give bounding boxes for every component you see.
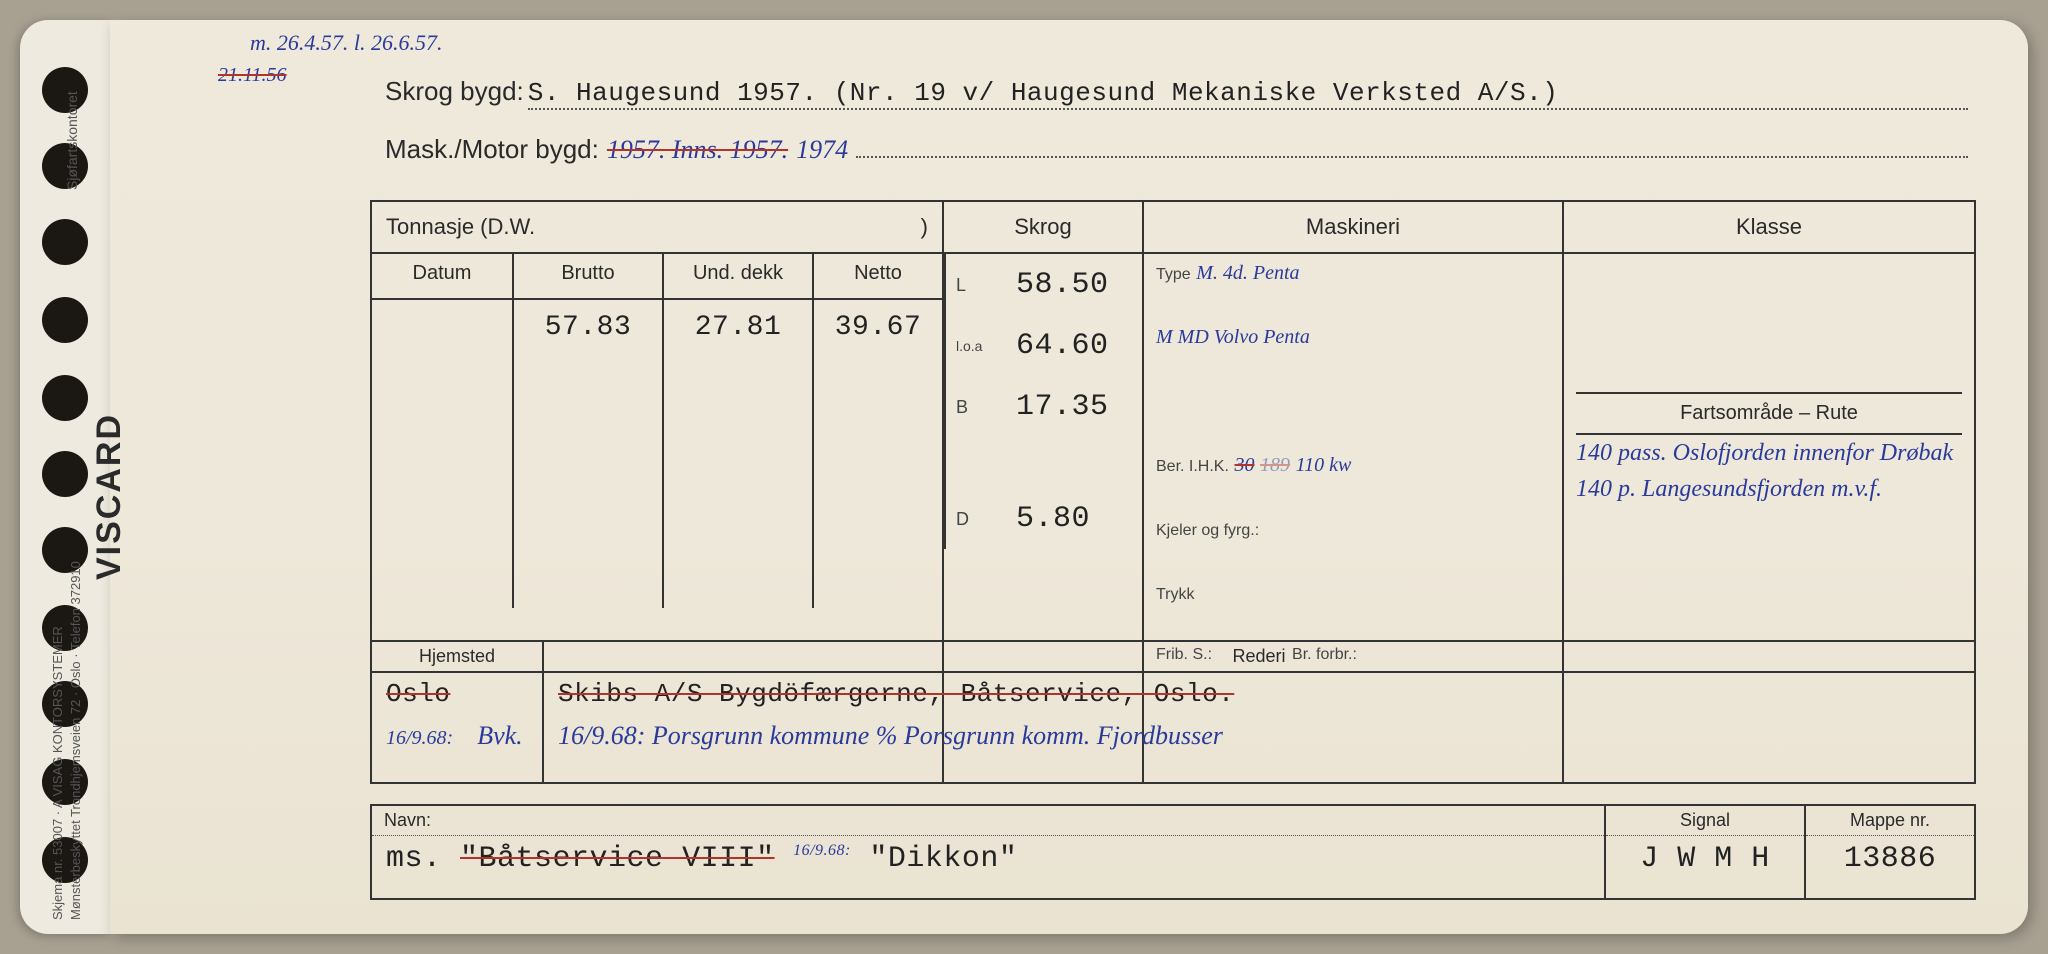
tonnasje-subheader: Datum Brutto Und. dekk Netto [372, 254, 942, 300]
engine-built-value: 1974 [796, 135, 848, 165]
hull-built-label: Skrog bygd: [385, 76, 524, 107]
signal-value: J W M H [1606, 836, 1804, 876]
card-body: Sjøfartskontoret VISCARD Skjema nr. 5300… [110, 20, 2028, 934]
name-change-date: 16/9.68: [793, 842, 851, 859]
hdr-maskineri: Maskineri [1142, 202, 1562, 254]
hdr-skrog: Skrog [942, 202, 1142, 254]
punch-hole [42, 297, 88, 343]
hjemsted-2: Bvk. [477, 721, 522, 751]
sjofart-label: Sjøfartskontoret [64, 91, 80, 190]
skrog-loa: 64.60 [1016, 329, 1109, 363]
scribble-dates-1: m. 26.4.57. l. 26.6.57. [250, 30, 443, 56]
mappe-value: 13886 [1806, 836, 1974, 876]
brand-viscard: VISCARD [90, 413, 129, 580]
owner-date-2: 16/9.68: [386, 727, 453, 750]
vessel-name: ms. "Båtservice VIII" 16/9.68: "Dikkon" [372, 836, 1604, 882]
rederi-header: Rederi [544, 642, 1974, 673]
rederi-2: 16/9.68: Porsgrunn kommune % Porsgrunn k… [558, 721, 1223, 751]
owner-band: Hjemsted Oslo 16/9.68: Bvk. Rederi Skibs… [370, 640, 1976, 782]
brutto-val: 57.83 [512, 298, 662, 368]
engine-built-struck: 1957. Inns. 1957. [607, 135, 788, 165]
engine-built-label: Mask./Motor bygd: [385, 134, 599, 165]
scribble-dates-2: 21.11.56 [218, 64, 287, 87]
skrog-D: 5.80 [1016, 502, 1090, 536]
hjemsted-header: Hjemsted [372, 642, 542, 673]
farts-line-2: 140 p. Langesundsfjorden m.v.f. [1576, 471, 1962, 507]
punch-hole [42, 219, 88, 265]
hull-built-line: Skrog bygd: S. Haugesund 1957. (Nr. 19 v… [385, 76, 1968, 110]
side-line-2: Mønsterbeskyttet Trondhjemsveien 72 · Os… [68, 561, 83, 920]
ihk-struck-1: 30 [1234, 454, 1254, 476]
mappe-label: Mappe nr. [1806, 806, 1974, 836]
name-new: "Dikkon" [869, 842, 1017, 876]
mask-type-1: M. 4d. Penta [1196, 262, 1299, 284]
punch-hole [42, 451, 88, 497]
netto-val: 39.67 [812, 298, 942, 368]
kjeler-label: Kjeler og fyrg.: [1156, 522, 1259, 539]
sub-netto: Netto [812, 254, 942, 298]
hdr-klasse: Klasse [1562, 202, 1974, 254]
signal-label: Signal [1606, 806, 1804, 836]
sub-und: Und. dekk [662, 254, 812, 298]
rederi-1: Skibs A/S Bygdöfærgerne, Båtservice, Osl… [558, 679, 1234, 709]
und-val: 27.81 [662, 298, 812, 368]
bottom-band: Navn: ms. "Båtservice VIII" 16/9.68: "Di… [370, 804, 1976, 900]
sub-brutto: Brutto [512, 254, 662, 298]
name-struck: "Båtservice VIII" [460, 842, 775, 876]
ihk-value: 110 kw [1296, 454, 1352, 476]
trykk-label: Trykk [1156, 586, 1195, 603]
hjemsted-1: Oslo [386, 679, 450, 709]
engine-built-line: Mask./Motor bygd: 1957. Inns. 1957. 1974 [385, 130, 1968, 165]
farts-line-1: 140 pass. Oslofjorden innenfor Drøbak [1576, 435, 1962, 471]
mask-type-2: M MD Volvo Penta [1156, 326, 1310, 348]
hdr-tonnasje: Tonnasje (D.W. ) [372, 202, 942, 254]
skrog-L: 58.50 [1016, 268, 1109, 302]
sub-datum: Datum [372, 254, 512, 298]
hull-built-value: S. Haugesund 1957. (Nr. 19 v/ Haugesund … [528, 78, 1968, 110]
side-line-1: Skjema nr. 53007 · A VISAG KONTORSYSTEME… [50, 626, 65, 920]
fartsomrade-header: Fartsområde – Rute [1576, 392, 1962, 435]
ihk-struck-2: 189 [1260, 454, 1290, 476]
index-card: Sjøfartskontoret VISCARD Skjema nr. 5300… [20, 20, 2028, 934]
navn-label: Navn: [372, 806, 1604, 836]
skrog-B: 17.35 [1016, 390, 1109, 424]
punch-hole [42, 375, 88, 421]
